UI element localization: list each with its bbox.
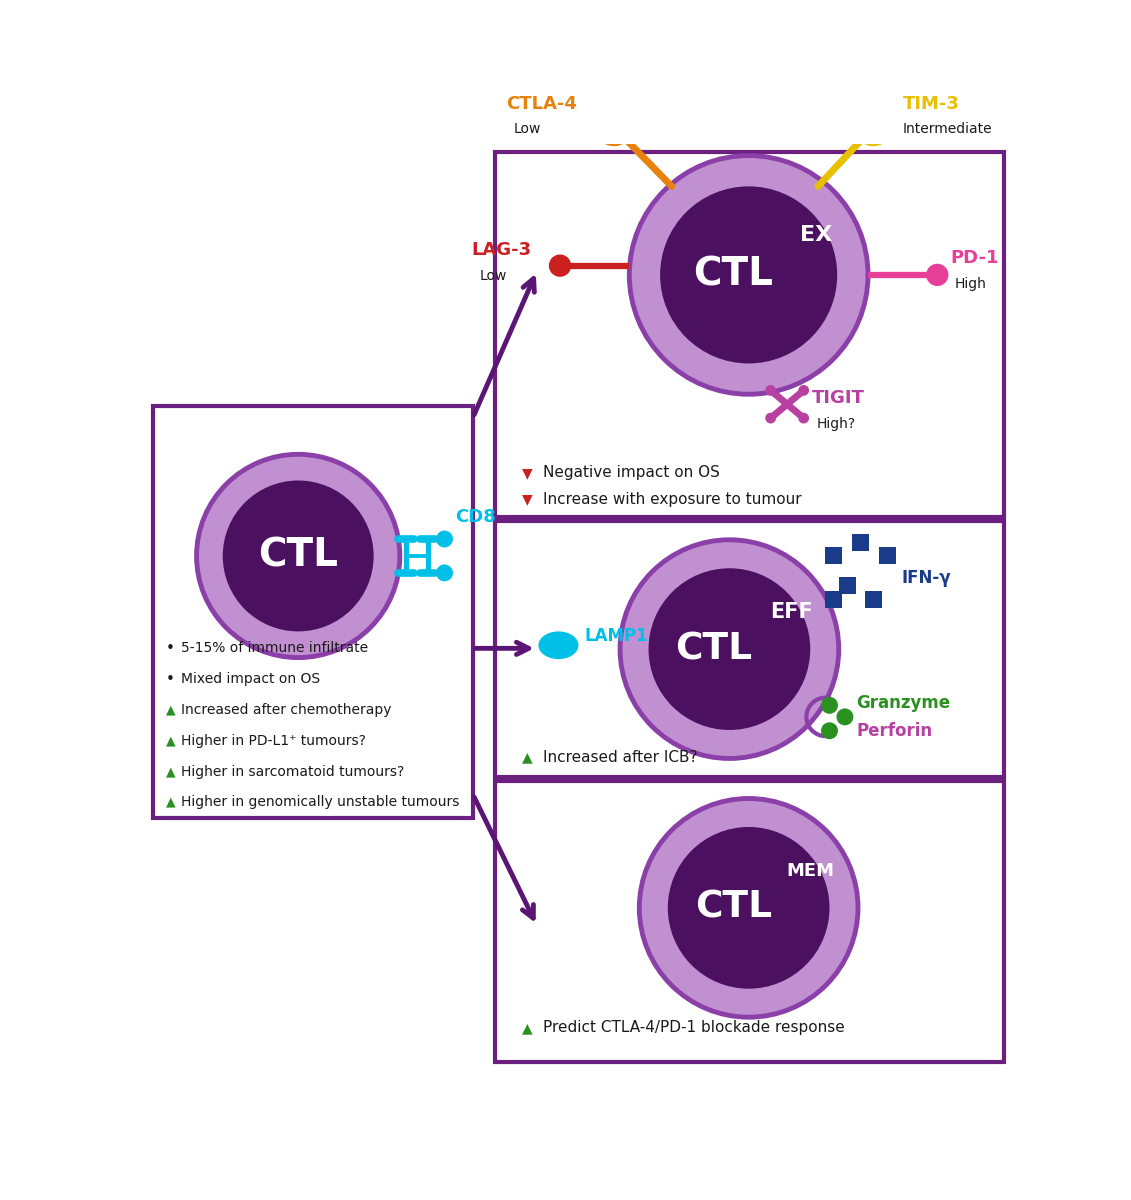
Circle shape (798, 385, 809, 396)
Text: ▲: ▲ (521, 1021, 532, 1034)
Text: MEM: MEM (786, 862, 835, 880)
FancyBboxPatch shape (865, 590, 882, 607)
Text: ▼: ▼ (521, 466, 532, 480)
Text: CTLA-4: CTLA-4 (506, 95, 577, 113)
FancyBboxPatch shape (852, 534, 869, 551)
Text: CTL: CTL (258, 536, 338, 575)
Text: EFF: EFF (769, 602, 812, 622)
Circle shape (620, 540, 839, 758)
Circle shape (837, 708, 854, 725)
Circle shape (821, 722, 838, 739)
Circle shape (437, 530, 454, 547)
Text: Mixed impact on OS: Mixed impact on OS (181, 672, 320, 686)
Text: CTL: CTL (694, 890, 771, 926)
Text: Low: Low (513, 121, 541, 136)
Text: EX: EX (801, 224, 832, 245)
FancyBboxPatch shape (154, 406, 473, 817)
Circle shape (766, 413, 776, 424)
Text: Increased after chemotherapy: Increased after chemotherapy (181, 703, 391, 716)
Text: Higher in PD-L1⁺ tumours?: Higher in PD-L1⁺ tumours? (181, 733, 366, 748)
Text: IFN-γ: IFN-γ (901, 569, 951, 587)
Text: Increased after ICB?: Increased after ICB? (543, 750, 698, 766)
Circle shape (437, 564, 454, 581)
Circle shape (661, 186, 837, 364)
Circle shape (639, 798, 858, 1018)
Circle shape (620, 540, 839, 758)
Text: Predict CTLA-4/PD-1 blockade response: Predict CTLA-4/PD-1 blockade response (543, 1020, 845, 1036)
Circle shape (629, 156, 867, 395)
Text: TIGIT: TIGIT (812, 389, 865, 407)
Text: Perforin: Perforin (856, 721, 933, 739)
Text: CTL: CTL (675, 631, 752, 667)
Polygon shape (855, 109, 891, 145)
Text: Intermediate: Intermediate (903, 121, 992, 136)
Circle shape (648, 569, 810, 730)
Text: 5-15% of immune infiltrate: 5-15% of immune infiltrate (181, 641, 369, 655)
Text: Increase with exposure to tumour: Increase with exposure to tumour (543, 492, 802, 508)
Text: PD-1: PD-1 (950, 248, 999, 266)
Text: ▲: ▲ (521, 751, 532, 764)
FancyBboxPatch shape (839, 577, 856, 594)
Text: LAMP1: LAMP1 (585, 628, 648, 646)
Text: High: High (955, 277, 987, 292)
Circle shape (639, 798, 858, 1018)
Text: •: • (166, 672, 174, 686)
FancyBboxPatch shape (494, 781, 1004, 1062)
Text: ▲: ▲ (166, 766, 175, 778)
Text: ▲: ▲ (166, 796, 175, 809)
Text: ▲: ▲ (166, 703, 175, 716)
Circle shape (223, 480, 373, 631)
Text: Low: Low (480, 270, 507, 283)
Text: Higher in sarcomatoid tumours?: Higher in sarcomatoid tumours? (181, 764, 405, 779)
Text: Negative impact on OS: Negative impact on OS (543, 466, 720, 480)
Text: TIM-3: TIM-3 (903, 95, 959, 113)
FancyBboxPatch shape (879, 547, 896, 564)
Text: High?: High? (817, 416, 855, 431)
FancyBboxPatch shape (824, 590, 841, 607)
Circle shape (197, 455, 400, 658)
FancyBboxPatch shape (494, 521, 1004, 776)
Circle shape (629, 156, 867, 395)
Text: Higher in genomically unstable tumours: Higher in genomically unstable tumours (181, 796, 459, 809)
Circle shape (667, 827, 829, 989)
FancyBboxPatch shape (494, 151, 1004, 517)
Text: ▲: ▲ (166, 734, 175, 748)
Text: ▼: ▼ (521, 493, 532, 506)
Text: Granzyme: Granzyme (856, 694, 950, 712)
Text: LAG-3: LAG-3 (472, 241, 532, 259)
Ellipse shape (538, 631, 578, 659)
Text: •: • (166, 641, 174, 656)
Polygon shape (595, 109, 631, 145)
Circle shape (766, 385, 776, 396)
Circle shape (926, 264, 949, 286)
Circle shape (798, 413, 809, 424)
FancyBboxPatch shape (824, 547, 841, 564)
Circle shape (821, 697, 838, 714)
Circle shape (197, 455, 400, 658)
Text: CTL: CTL (693, 256, 774, 294)
Text: CD8: CD8 (456, 509, 497, 527)
Circle shape (549, 254, 571, 277)
